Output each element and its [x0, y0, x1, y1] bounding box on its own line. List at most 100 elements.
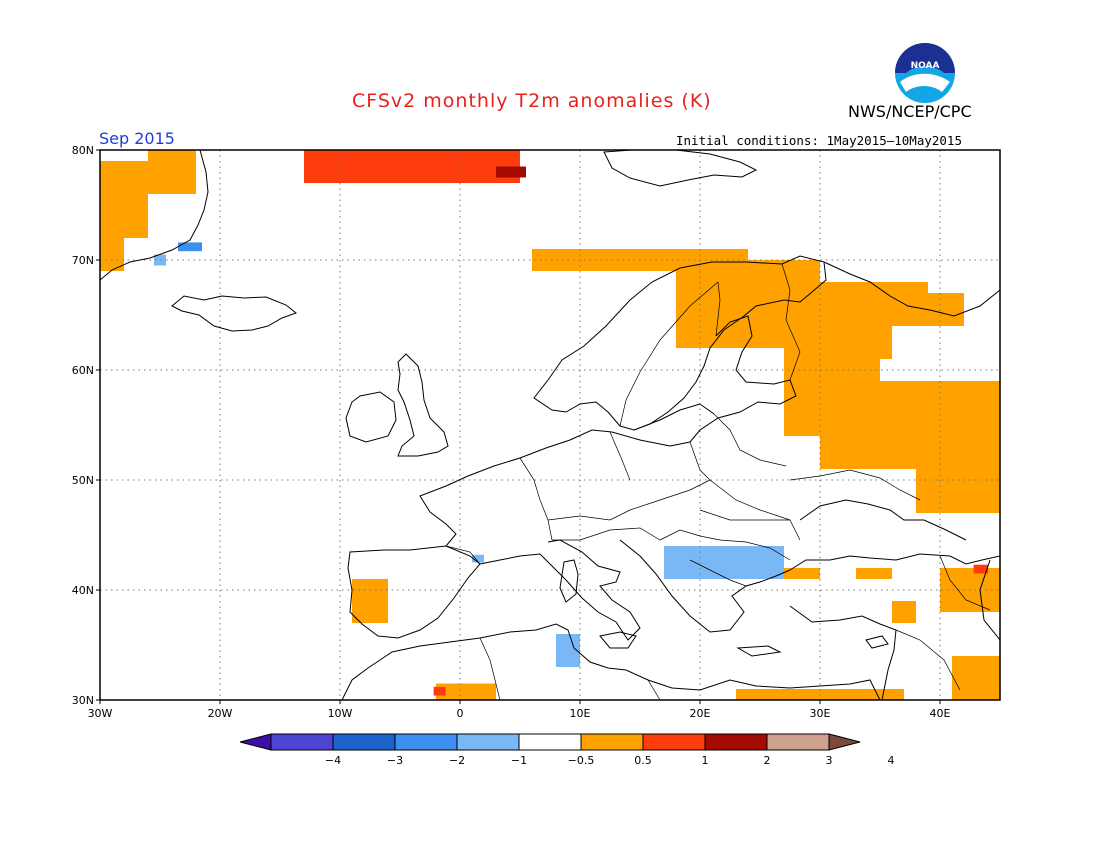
lat-tick-label: 30N: [72, 694, 94, 707]
coastline-kola: [823, 261, 1000, 317]
lon-tick-label: 10W: [328, 707, 353, 720]
legend-bin: [270, 733, 334, 751]
coastline-balkans: [619, 539, 791, 633]
legend-label: −4: [325, 754, 341, 767]
coastline-italy: [479, 539, 641, 641]
anomaly-region: [304, 150, 520, 183]
anomaly-region: [784, 568, 820, 579]
border-ukraine: [789, 469, 921, 501]
anomaly-region: [952, 656, 1000, 700]
border-alps: [552, 527, 661, 541]
legend-bin: [642, 733, 706, 751]
anomaly-region: [436, 683, 496, 700]
initial-conditions-label: Initial conditions: 1May2015—10May2015: [676, 133, 962, 148]
lon-tick-label: 20E: [690, 707, 711, 720]
border-germany-poland: [609, 431, 631, 481]
anomaly-region: [100, 161, 148, 238]
coastline-sicily: [599, 631, 637, 649]
legend-bin: [518, 733, 582, 751]
noaa-logo-icon: NOAA: [895, 43, 955, 103]
legend-label: 2: [764, 754, 771, 767]
forecast-period: Sep 2015: [99, 129, 175, 148]
legend-label: −0.5: [568, 754, 595, 767]
border-libya: [647, 679, 661, 700]
anomaly-region: [973, 564, 988, 574]
coastline-scandinavia: [533, 255, 827, 431]
border-france-spain: [445, 545, 481, 565]
anomaly-region: [676, 260, 820, 348]
anomaly-region: [664, 546, 784, 579]
lon-tick-label: 40E: [930, 707, 951, 720]
coastline-levant: [881, 629, 897, 700]
border-balkans-1: [659, 529, 791, 561]
lon-tick-label: 0: [457, 707, 464, 720]
legend-bin: [704, 733, 768, 751]
border-turkey-east: [939, 555, 991, 611]
border-france-germany: [519, 457, 553, 541]
lat-tick-label: 80N: [72, 144, 94, 157]
coastline-iceland: [171, 295, 298, 332]
coastline-cyprus: [865, 635, 889, 649]
lat-tick-label: 50N: [72, 474, 94, 487]
legend-label: 1: [702, 754, 709, 767]
legend-arrow-low: [239, 733, 272, 751]
anomaly-region: [178, 242, 202, 252]
legend-bin: [456, 733, 520, 751]
plot-frame: [99, 149, 1001, 701]
anomaly-region: [100, 238, 124, 271]
legend-bin: [580, 733, 644, 751]
anomaly-region: [148, 150, 196, 194]
legend-bin: [394, 733, 458, 751]
border-middle-east: [895, 629, 961, 691]
lat-tick-label: 70N: [72, 254, 94, 267]
map-title: CFSv2 monthly T2m anomalies (K): [352, 90, 712, 112]
lon-tick-label: 20W: [208, 707, 233, 720]
coastline-europe-north: [419, 429, 671, 547]
border-balkans-2: [689, 559, 747, 587]
anomaly-region: [433, 686, 446, 696]
legend-bin: [766, 733, 830, 751]
anomaly-region: [154, 254, 166, 266]
legend-bin: [332, 733, 396, 751]
border-baltic-states: [713, 413, 787, 467]
coastline-iberia: [347, 545, 481, 639]
coastline-baltic: [633, 403, 715, 431]
anomaly-region: [820, 381, 1000, 469]
coastline-sardinia: [559, 559, 579, 603]
coastline-north-africa: [341, 623, 881, 700]
coastline-black-sea: [789, 553, 1000, 571]
lon-tick-label: 10E: [570, 707, 591, 720]
legend-label: 3: [826, 754, 833, 767]
border-poland-east: [689, 441, 791, 521]
legend-label: −2: [449, 754, 465, 767]
lon-tick-label: 30W: [88, 707, 113, 720]
coastline-turkey-south: [789, 605, 897, 631]
coastline-svalbard: [603, 150, 758, 187]
anomaly-region: [856, 568, 892, 579]
lat-tick-label: 40N: [72, 584, 94, 597]
legend-label: −1: [511, 754, 527, 767]
coastline-crete: [736, 645, 782, 657]
axis-ticks: 30W 20W 10W 0 10E 20E 30E 40E 80N 70N 60N 50N 40N 30N: [72, 144, 951, 720]
border-norway-sweden: [619, 281, 719, 427]
border-north-africa: [479, 637, 501, 700]
svg-text:NOAA: NOAA: [911, 61, 940, 71]
anomaly-region: [556, 634, 580, 667]
coastline-black-sea-north: [799, 499, 967, 541]
anomaly-region: [496, 166, 526, 178]
anomaly-region: [916, 469, 1000, 513]
border-sweden-finland: [715, 281, 721, 337]
graticule: [100, 150, 1000, 700]
agency-label: NWS/NCEP/CPC: [848, 102, 972, 121]
coastline-great-britain: [397, 353, 449, 457]
coastline-caspian: [979, 559, 1000, 641]
border-finland-russia: [781, 263, 801, 381]
country-borders: [445, 263, 991, 700]
border-central-1: [547, 479, 711, 521]
lat-tick-label: 60N: [72, 364, 94, 377]
legend-label: −3: [387, 754, 403, 767]
legend-arrow-high: [828, 733, 861, 751]
anomaly-region: [472, 554, 484, 563]
anomaly-region: [352, 579, 388, 623]
